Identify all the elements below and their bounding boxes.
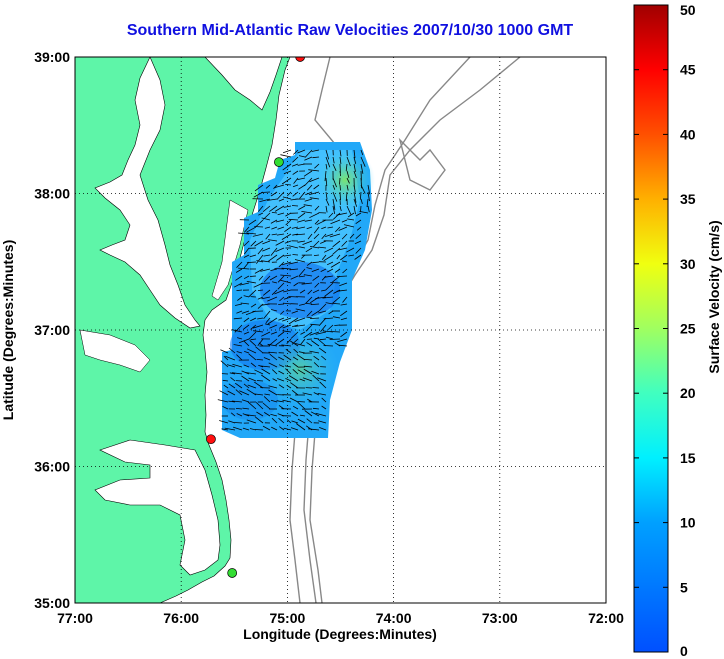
colorbar-tick-label: 20 [680,385,696,401]
y-tick-label: 35:00 [34,595,70,611]
colorbar-tick-label: 0 [680,643,688,659]
colorbar-tick-label: 15 [680,450,696,466]
colorbar-scale [633,4,669,653]
x-tick-label: 76:00 [163,610,199,626]
grid-lines [75,57,606,603]
colorbar-tick-label: 5 [680,579,688,595]
delaware-bay [204,57,283,111]
colorbar-tick-label: 45 [680,62,696,78]
colorbar-tick-label: 30 [680,256,696,272]
colorbar: 0 5 10 15 20 25 30 35 40 45 50 Surface Velocity (c… [633,2,722,659]
station-marker [274,157,284,167]
x-axis-label: Longitude (Degrees:Minutes) [243,626,437,642]
x-tick-label: 72:00 [588,610,624,626]
chesapeake-bay [94,57,201,329]
map-title: Southern Mid-Atlantic Raw Velocities 200… [126,22,574,39]
colorbar-tick-label: 25 [680,321,696,337]
colorbar-tick-label: 40 [680,126,696,142]
y-tick-label: 37:00 [34,322,70,338]
y-tick-label: 39:00 [34,49,70,65]
pamlico-sound [94,439,221,576]
x-tick-label: 74:00 [376,610,412,626]
y-axis-label: Latitude (Degrees:Minutes) [0,240,16,420]
colorbar-tick-label: 10 [680,515,696,531]
station-marker [206,434,216,445]
colorbar-tick-label: 35 [680,191,696,207]
x-tick-label: 73:00 [482,610,518,626]
velocity-arrows [217,149,371,431]
x-tick-label: 75:00 [269,610,305,626]
station-marker [295,57,305,62]
colorbar-label: Surface Velocity (cm/s) [706,220,722,373]
station-marker [227,568,238,578]
x-tick-label: 77:00 [57,610,93,626]
y-tick-label: 36:00 [34,459,70,475]
radar-stations [206,57,305,578]
colorbar-tick-label: 50 [680,2,696,18]
y-tick-label: 38:00 [34,186,70,202]
